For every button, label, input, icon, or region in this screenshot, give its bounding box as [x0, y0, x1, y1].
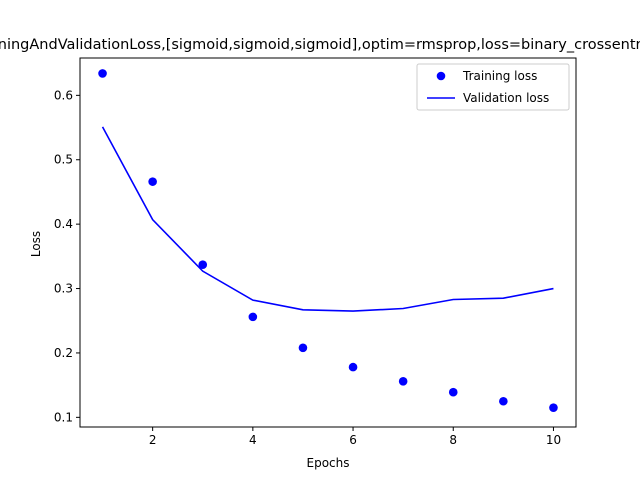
y-tick-label: 0.5	[54, 153, 73, 167]
x-tick-label: 4	[249, 433, 257, 447]
x-tick-label: 10	[546, 433, 561, 447]
legend-label-training-loss: Training loss	[462, 69, 537, 83]
x-tick-label: 2	[149, 433, 157, 447]
training-loss-point	[98, 69, 107, 78]
axes-frame	[79, 57, 577, 428]
y-tick-label: 0.3	[54, 282, 73, 296]
y-tick-label: 0.1	[54, 410, 73, 424]
y-tick-label: 0.4	[54, 217, 73, 231]
y-axis-label: Loss	[29, 231, 43, 257]
training-loss-point	[549, 403, 558, 412]
training-loss-point	[348, 362, 358, 372]
legend: Training loss Validation loss	[416, 63, 570, 111]
training-loss-point	[248, 312, 258, 322]
x-tick-label: 8	[449, 433, 457, 447]
validation-loss-line	[101, 126, 554, 312]
y-tick-label: 0.2	[54, 346, 73, 360]
chart-title: TrainingAndValidationLoss,[sigmoid,sigmo…	[0, 37, 640, 53]
legend-swatch-training-loss	[436, 71, 446, 81]
y-tick-label: 0.6	[54, 88, 73, 102]
legend-label-validation-loss: Validation loss	[463, 91, 549, 105]
training-loss-point	[298, 343, 308, 353]
training-loss-point	[448, 387, 458, 397]
x-axis-label: Epochs	[307, 456, 350, 470]
training-loss-point	[198, 260, 208, 270]
x-tick-label: 6	[349, 433, 357, 447]
training-loss-point	[398, 376, 408, 386]
training-loss-point	[148, 177, 157, 186]
training-loss-point	[499, 396, 508, 406]
plot-area: 2 4 6 8 10 0.1 0.2 0.3 0.4 0.5 0.6	[54, 57, 577, 447]
